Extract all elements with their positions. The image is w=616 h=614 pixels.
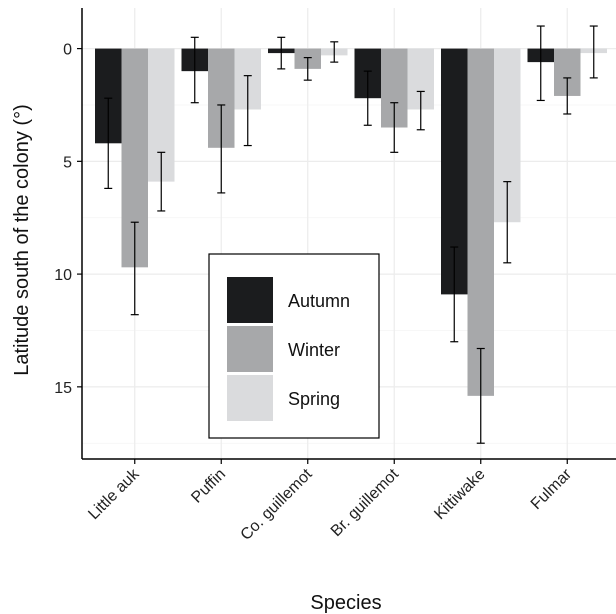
legend-swatch-winter [227, 326, 273, 372]
y-tick-label: 5 [63, 154, 72, 171]
y-tick-label: 10 [54, 267, 72, 284]
x-tick-label: Co. guillemot [238, 465, 316, 543]
legend-swatch-autumn [227, 277, 273, 323]
legend-label-spring: Spring [288, 389, 340, 409]
legend-label-autumn: Autumn [288, 291, 350, 311]
x-tick-label: Puffin [188, 466, 229, 507]
x-tick-label: Little auk [85, 465, 143, 523]
bar [467, 48, 494, 396]
x-axis-title: Species [310, 592, 381, 614]
y-axis-title: Latitude south of the colony (°) [11, 104, 33, 376]
bars [95, 48, 607, 396]
legend-label-winter: Winter [288, 340, 340, 360]
y-ticks: 0 5 10 15 [54, 42, 82, 397]
x-tick-label: Kittiwake [431, 466, 488, 523]
legend: Autumn Winter Spring [208, 253, 380, 439]
error-bars [104, 25, 598, 444]
x-tick-label: Fulmar [528, 465, 576, 513]
y-tick-label: 0 [63, 42, 72, 59]
y-tick-label: 15 [54, 380, 72, 397]
x-ticks: Little auk Puffin Co. guillemot Br. guillem… [85, 459, 576, 544]
legend-swatch-spring [227, 375, 273, 421]
x-tick-label: Br. guillemot [328, 465, 403, 540]
